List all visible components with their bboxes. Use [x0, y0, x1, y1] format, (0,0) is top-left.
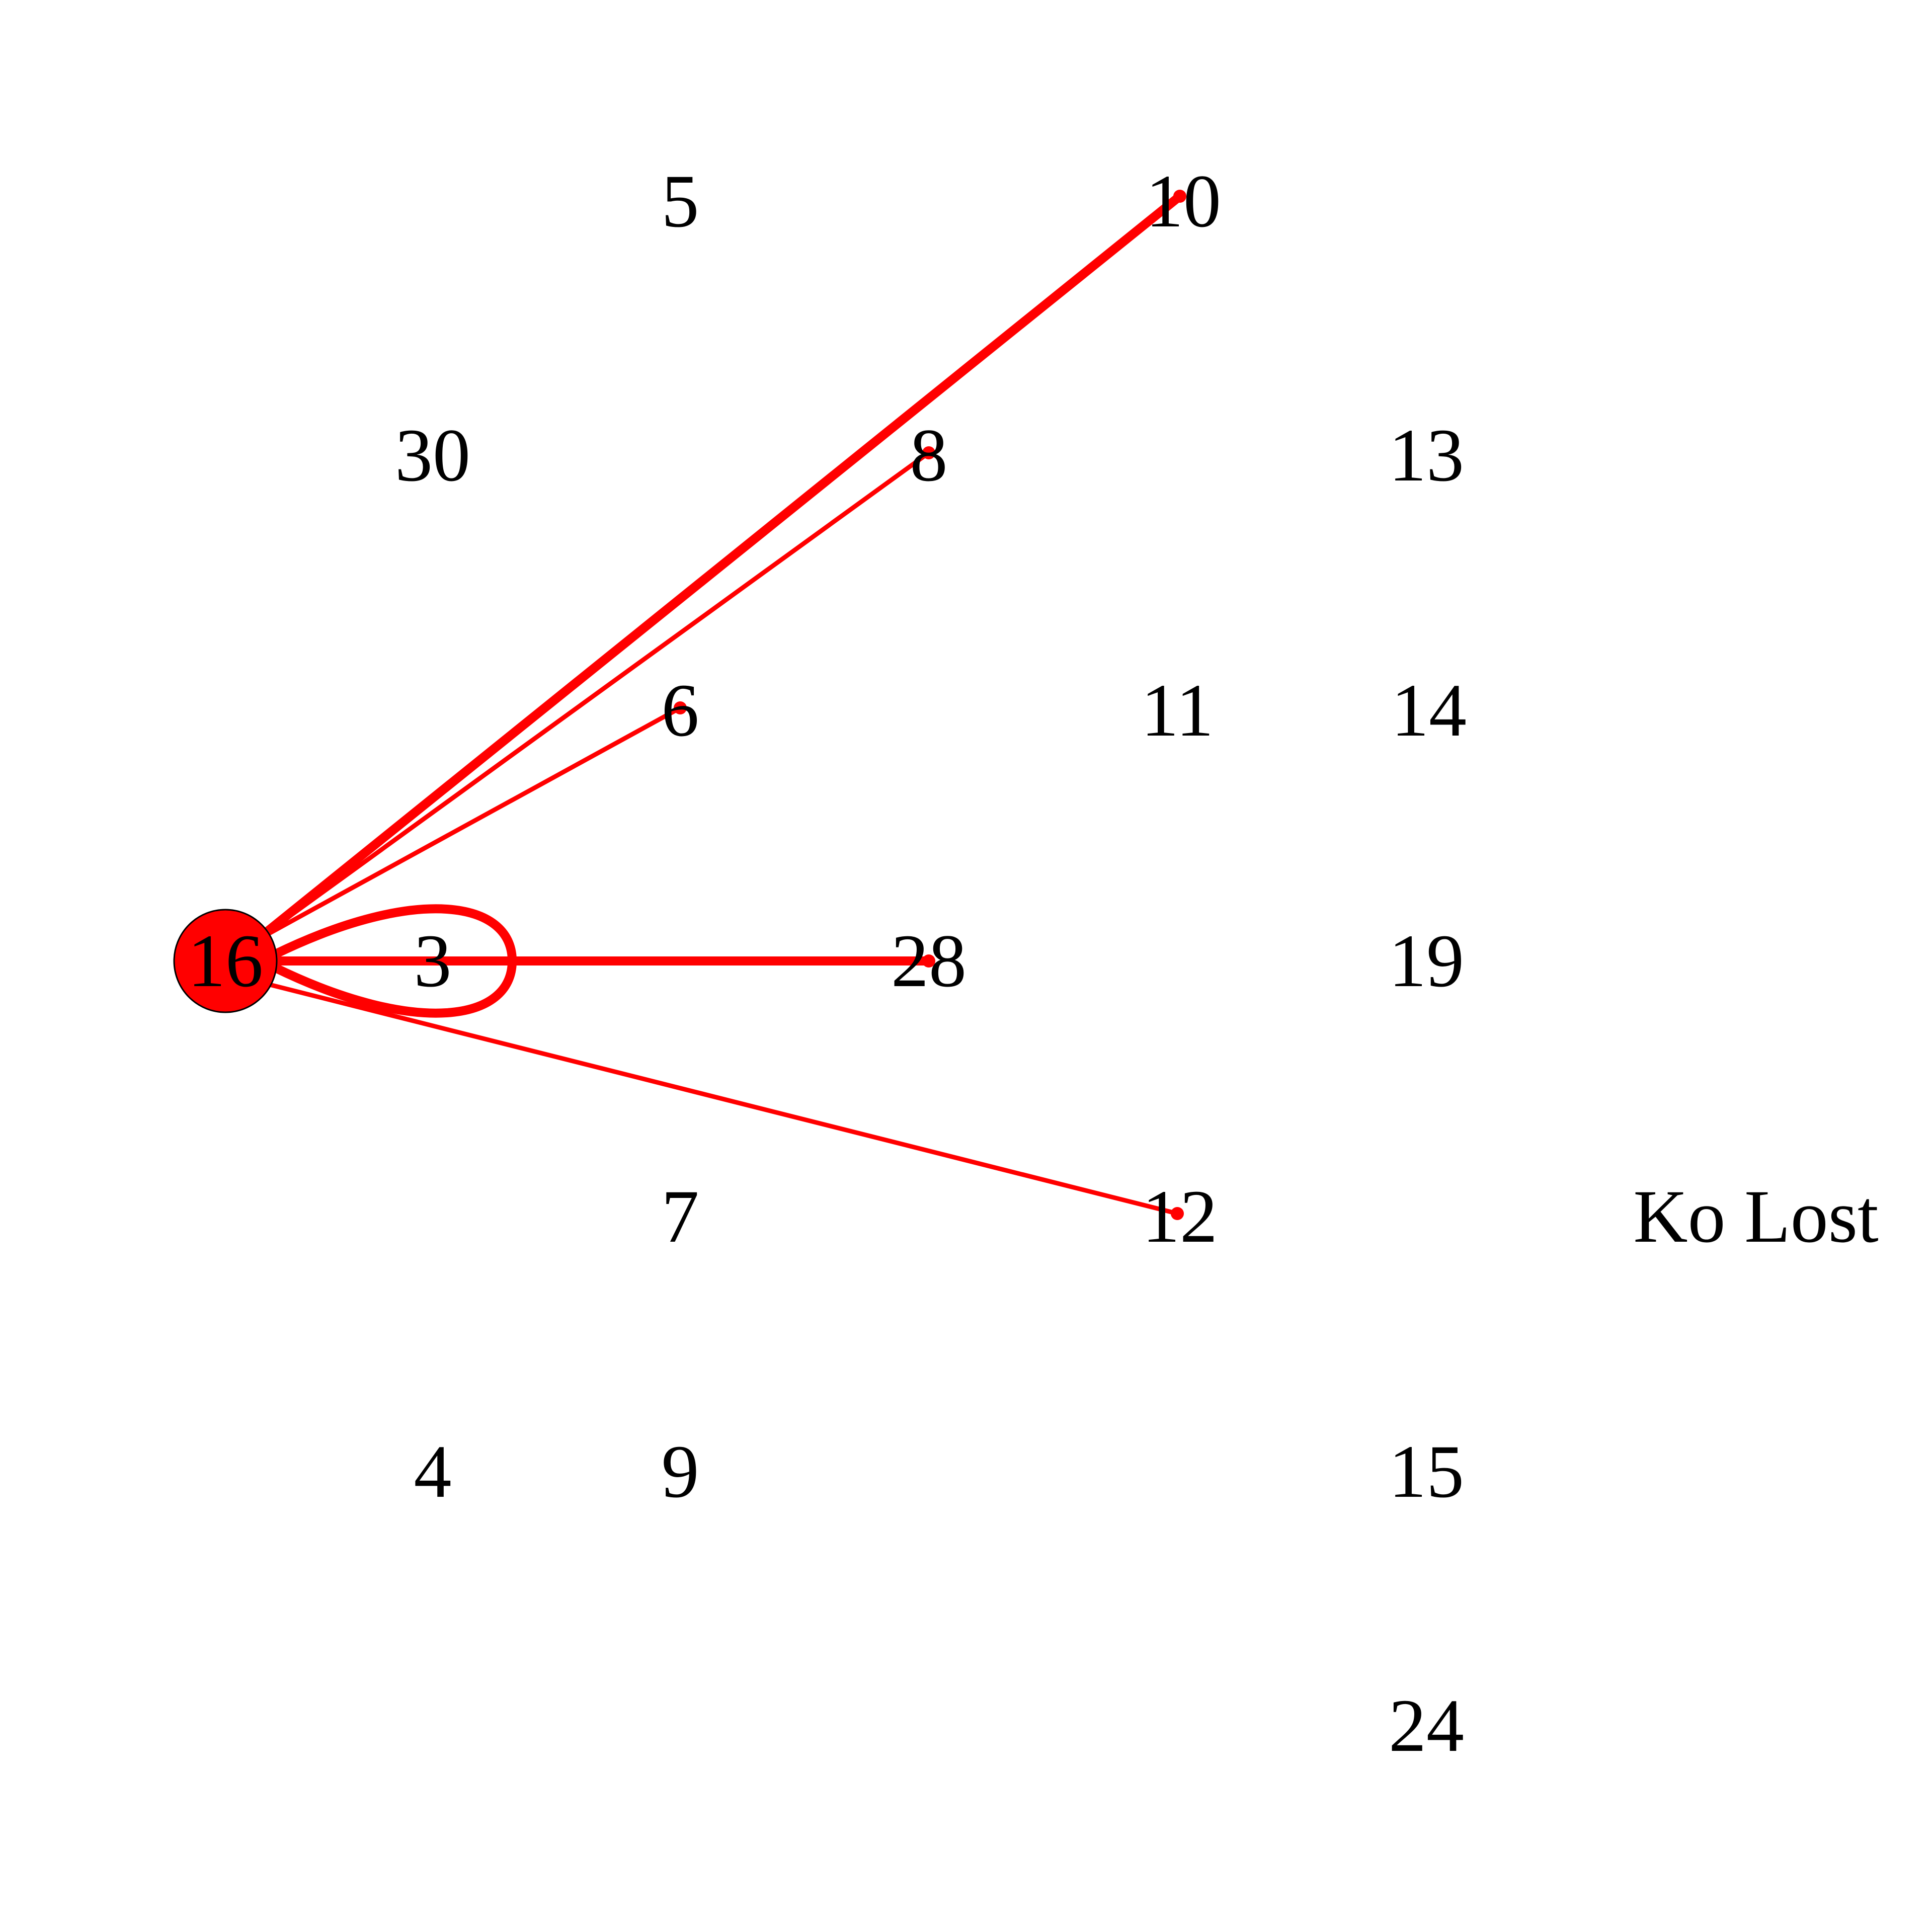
node-label-10: 10	[1146, 159, 1221, 243]
node-label-3: 3	[414, 919, 452, 1003]
edge-16-to-8	[253, 450, 931, 943]
node-label-13: 13	[1389, 414, 1464, 497]
node-label-11: 11	[1141, 669, 1214, 752]
arrowhead-28	[922, 954, 935, 968]
arrowhead-8	[922, 446, 935, 459]
node-label-30: 30	[395, 414, 470, 497]
node-label-6: 6	[662, 669, 699, 752]
node-label-28: 28	[891, 919, 967, 1003]
node-label-19: 19	[1389, 919, 1464, 1003]
node-label-12: 12	[1142, 1175, 1218, 1258]
edge-16-to-12	[253, 979, 1180, 1216]
arrowhead-12	[1171, 1207, 1184, 1220]
node-label-ko-lost: Ko Lost	[1633, 1175, 1879, 1258]
node-label-15: 15	[1389, 1430, 1464, 1513]
node-label-4: 4	[414, 1430, 452, 1513]
labels-layer: 5 10 30 8 13 6 11 14 16 3 28 19 7 12 Ko Lost 4 9 15 24	[188, 159, 1879, 1767]
node-label-24: 24	[1389, 1684, 1464, 1767]
node-label-8: 8	[910, 414, 948, 497]
node-label-7: 7	[662, 1175, 699, 1258]
edge-16-to-6	[253, 705, 683, 943]
node-16-circle	[173, 909, 278, 1013]
node-label-14: 14	[1391, 669, 1467, 752]
edge-16-to-16-self-loop	[271, 904, 517, 1018]
nodes-layer	[173, 909, 278, 1013]
node-label-9: 9	[662, 1430, 699, 1513]
arrowhead-6	[674, 701, 687, 714]
node-label-5: 5	[662, 159, 699, 243]
node-label-16: 16	[188, 919, 263, 1003]
edges-layer	[251, 190, 1186, 1220]
arrowhead-10	[1173, 190, 1186, 203]
edge-16-to-10	[251, 192, 1184, 945]
